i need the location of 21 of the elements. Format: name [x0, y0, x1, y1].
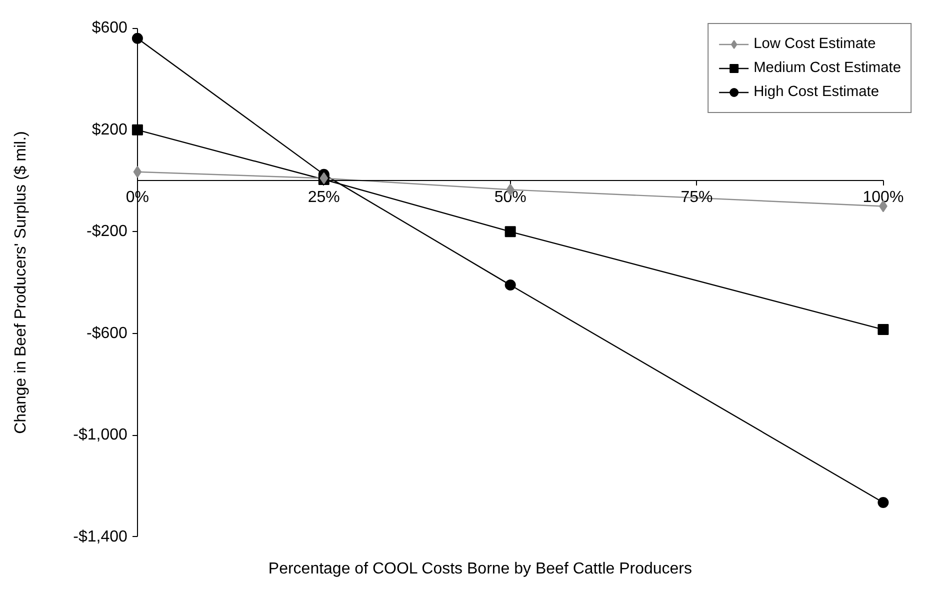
point [504, 280, 516, 291]
y-tick-label: -$600 [86, 324, 128, 342]
point [878, 324, 889, 336]
y-tick-label: -$1,400 [73, 528, 128, 546]
point [132, 124, 143, 136]
x-axis-title: Percentage of COOL Costs Borne by Beef Cattle Producers [268, 560, 692, 578]
y-axis-title: Change in Beef Producers' Surplus ($ mil.) [12, 131, 30, 434]
point [878, 496, 889, 508]
y-tick-label: -$200 [86, 223, 128, 240]
legend-label: Medium Cost Estimate [754, 60, 901, 76]
point [132, 32, 143, 44]
y-tick-label: $200 [92, 121, 128, 138]
x-tick-label: 100% [862, 188, 904, 206]
legend-label: High Cost Estimate [754, 84, 880, 100]
y-tick-label: $600 [92, 20, 128, 37]
y-tick-label: -$1,000 [73, 426, 128, 444]
legend-label: Low Cost Estimate [754, 36, 876, 52]
point [133, 166, 142, 178]
x-tick-label: 25% [308, 188, 340, 206]
x-tick-label: 75% [680, 188, 713, 206]
point [504, 226, 516, 238]
